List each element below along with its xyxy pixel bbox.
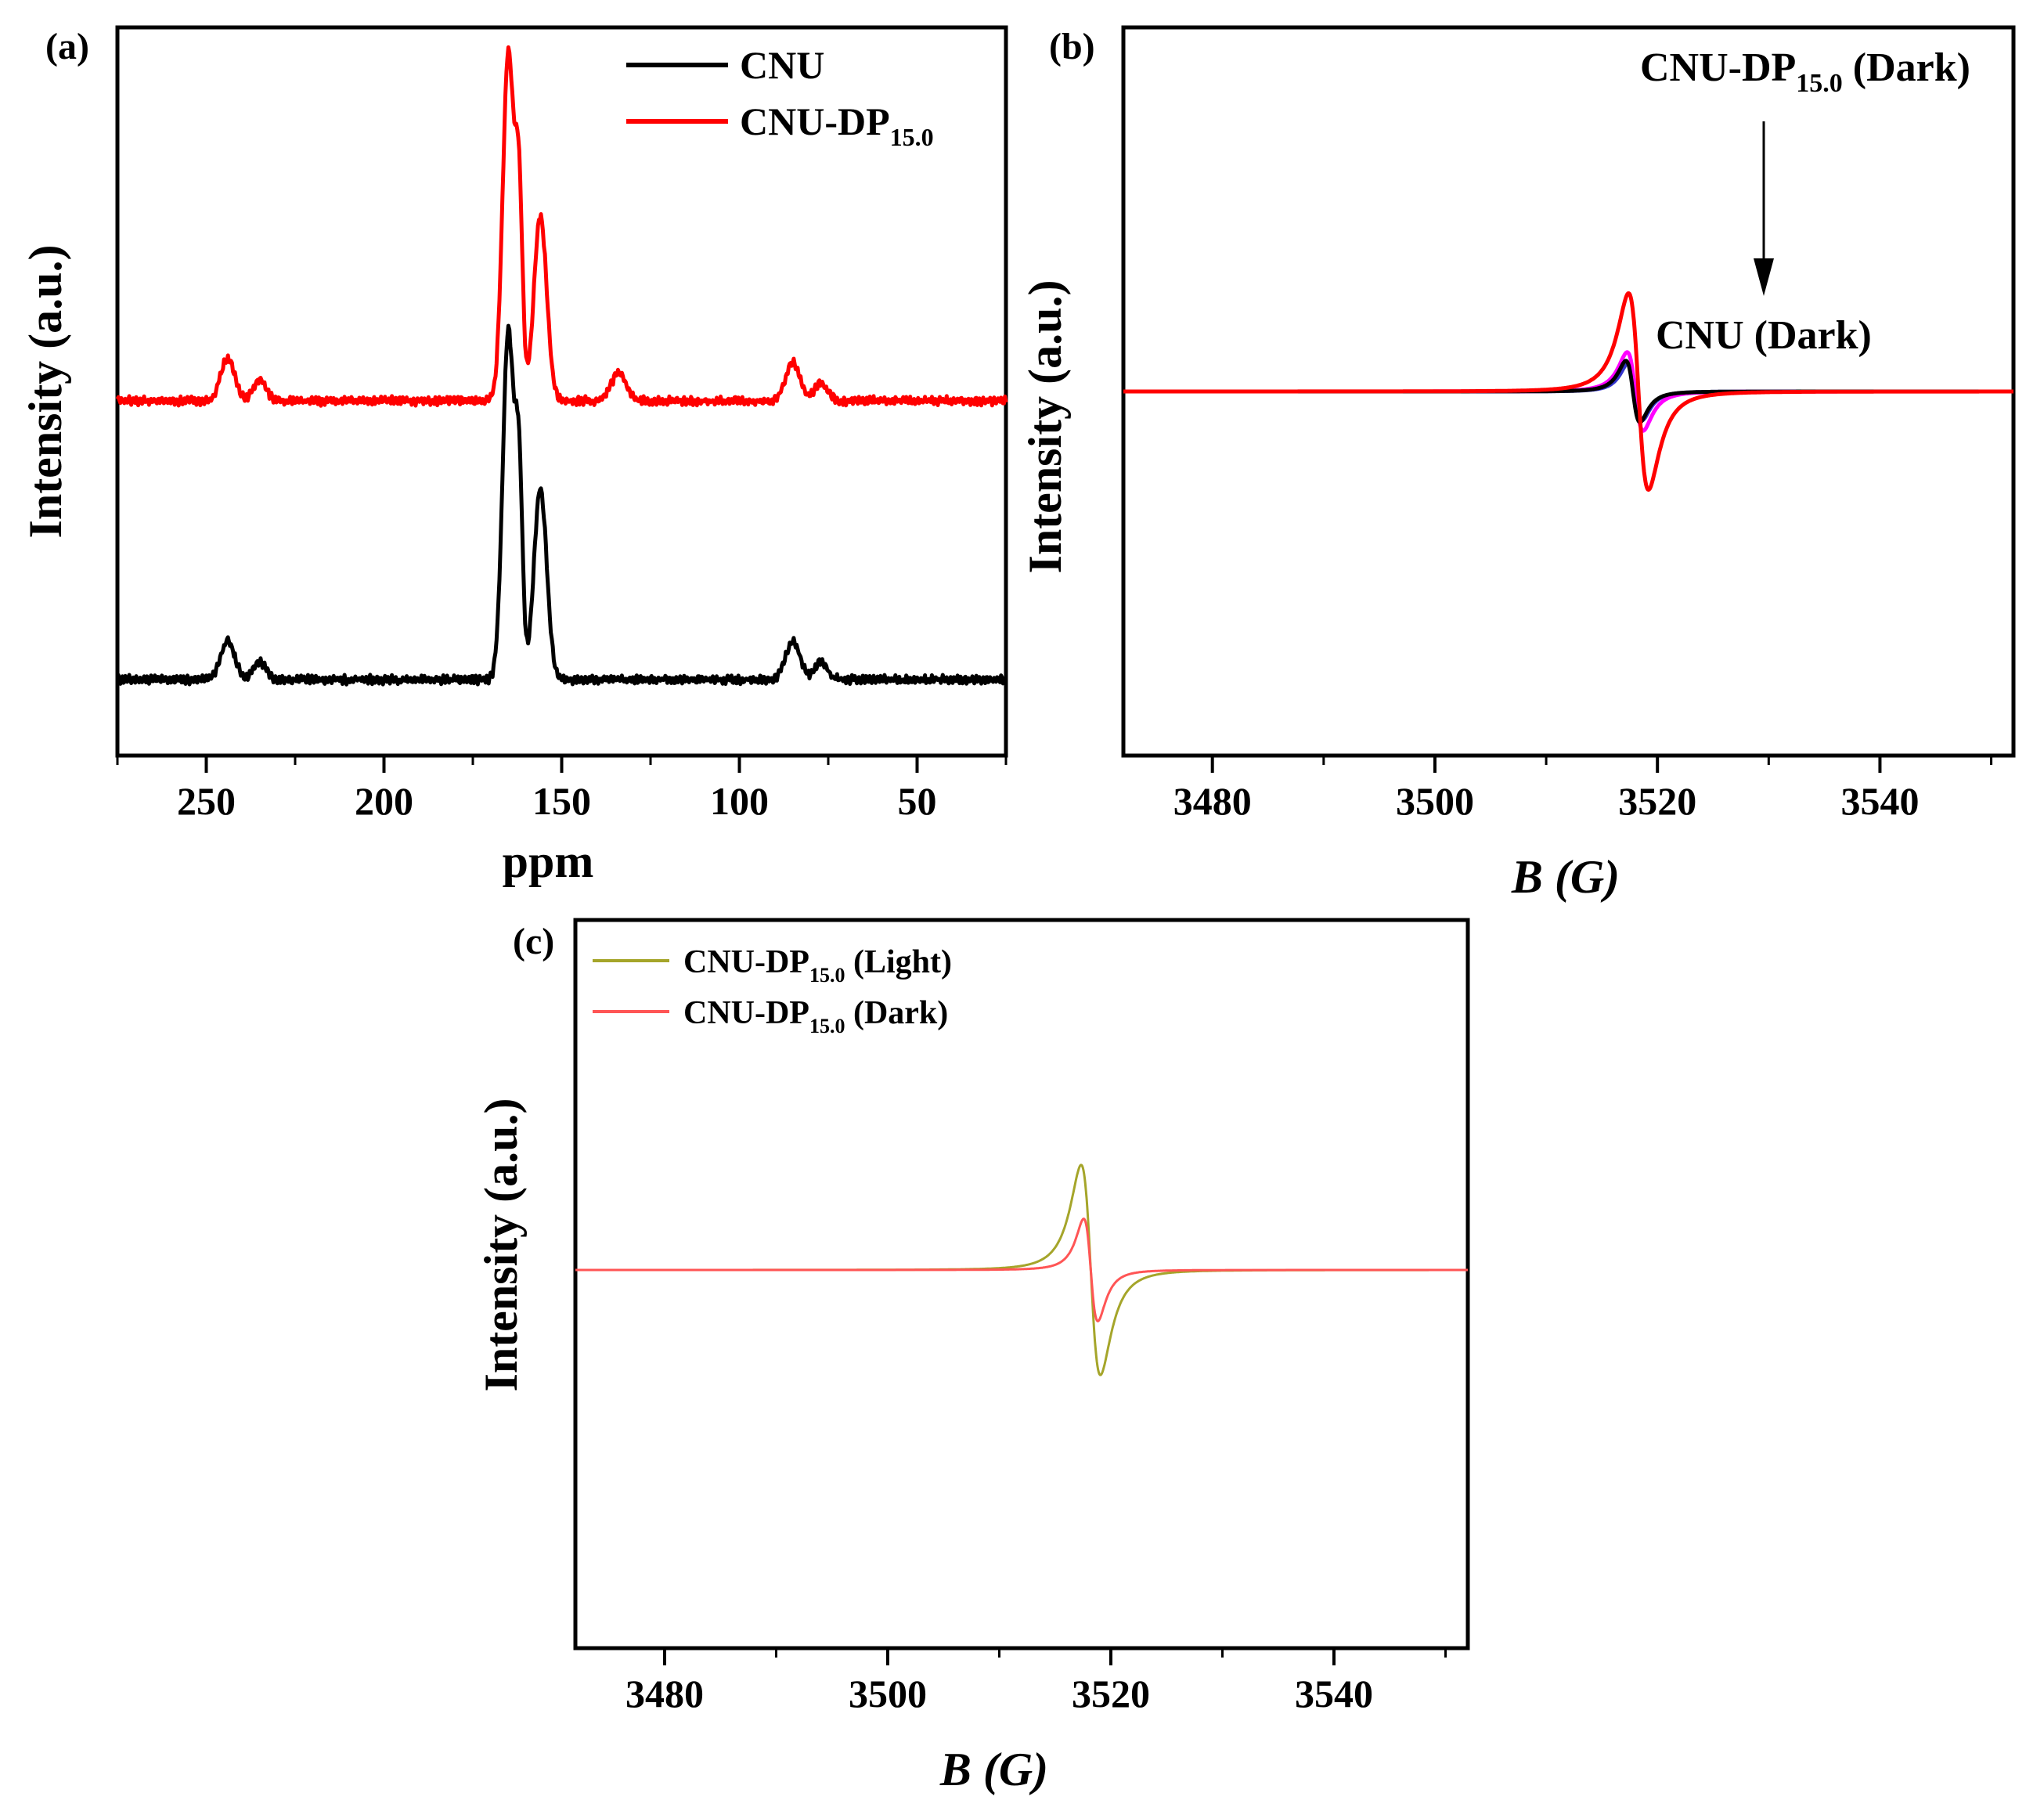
panel-c-x-tick-label-3480: 3480: [625, 1672, 704, 1715]
panel-a-legend-label-cnu-dp: CNU-DP15.0: [740, 99, 934, 151]
panel-a-x-tick-label-50: 50: [898, 779, 937, 823]
panel-c-legend-suffix-dark: (Dark): [845, 995, 948, 1031]
panel-a-series-cnu-dp: [115, 45, 1008, 408]
panel-a-series-cnu: [115, 323, 1008, 687]
panel-c-plot-frame: [573, 918, 1470, 1650]
panel-b-annotation-suffix: (Dark): [1843, 45, 1970, 90]
panel-b-x-tick-label-3500: 3500: [1396, 779, 1474, 823]
panel-b-y-axis-title: Intensity (a.u.): [1019, 280, 1071, 573]
panel-a-x-axis-title: ppm: [503, 835, 594, 887]
panel-b-series: [1122, 291, 2015, 492]
panel-c-legend-subscript-dark: 15.0: [809, 1015, 845, 1037]
panel-b-arrow-head: [1754, 258, 1774, 296]
panel-a: (a) 250 200 150 100 50 ppm Intensity (a.u.) …: [20, 25, 1008, 887]
panel-b-x-tick-label-3540: 3540: [1840, 779, 1919, 823]
panel-b-x-tick-label-3480: 3480: [1173, 779, 1252, 823]
panel-b-x-tick-label-3520: 3520: [1618, 779, 1696, 823]
panel-c-y-axis-title: Intensity (a.u.): [475, 1098, 527, 1391]
panel-a-label: (a): [45, 26, 89, 67]
panel-a-x-tick-label-200: 200: [355, 779, 413, 823]
panel-b: (b) 3480 3500 3520 3540 B (G) Intensity (a.…: [1019, 25, 2016, 903]
panel-b-annotation-cnu-dp-dark: CNU-DP15.0 (Dark): [1640, 45, 1970, 98]
panel-c-legend-suffix-light: (Light): [845, 944, 952, 980]
panel-c-legend-label-dark: CNU-DP15.0 (Dark): [683, 995, 948, 1037]
panel-c-legend: CNU-DP15.0 (Light) CNU-DP15.0 (Dark): [593, 944, 952, 1037]
panel-c-x-tick-label-3540: 3540: [1295, 1672, 1373, 1715]
panel-b-x-axis-title: B (G): [1511, 851, 1620, 903]
panel-c-series-cnu-dp15-0-dark: [575, 1218, 1469, 1322]
panel-a-legend: CNU CNU-DP15.0: [626, 43, 934, 151]
panel-c-x-tick-label-3500: 3500: [849, 1672, 927, 1715]
panel-a-x-tick-label-250: 250: [177, 779, 236, 823]
panel-c-series: [575, 1163, 1469, 1376]
panel-a-y-axis-title: Intensity (a.u.): [20, 244, 71, 538]
panel-c-legend-label-light: CNU-DP15.0 (Light): [683, 944, 952, 987]
panel-a-x-tick-label-150: 150: [532, 779, 591, 823]
panel-c-x-axis-title: B (G): [939, 1744, 1048, 1795]
panel-c-x-tick-label-3520: 3520: [1072, 1672, 1150, 1715]
panel-c-label: (c): [513, 921, 554, 962]
panel-a-ticks: 250 200 150 100 50: [116, 756, 1008, 823]
panel-b-label: (b): [1049, 26, 1095, 67]
panel-b-annotation-subscript: 15.0: [1796, 69, 1843, 98]
panel-b-series-cnu-dp15-0-dark: [1122, 291, 2015, 492]
panel-a-x-tick-label-100: 100: [710, 779, 769, 823]
panel-a-legend-label-cnu: CNU: [740, 43, 824, 87]
panel-c-ticks: 3480 3500 3520 3540: [625, 1648, 1447, 1715]
panel-b-annotation-cnu-dark: CNU (Dark): [1656, 313, 1872, 358]
panel-b-ticks: 3480 3500 3520 3540: [1173, 756, 1993, 823]
panel-c: (c) 3480 3500 3520 3540 B (G) Intensity (a.…: [475, 918, 1470, 1795]
panel-a-legend-subscript: 15.0: [890, 123, 934, 151]
panel-c-legend-subscript-light: 15.0: [809, 964, 845, 987]
panel-a-series: [115, 45, 1008, 687]
